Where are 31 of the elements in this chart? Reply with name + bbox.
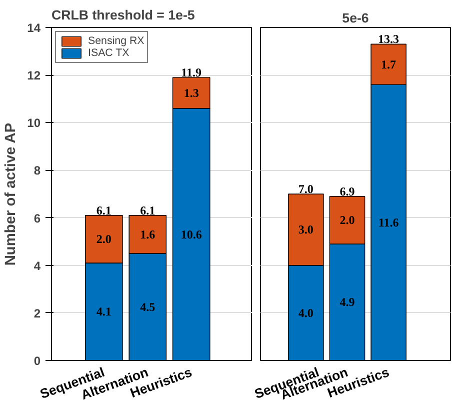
y-tick-label: 14 xyxy=(27,21,41,35)
total-label: 7.0 xyxy=(298,182,314,196)
data-label: 1.7 xyxy=(381,57,396,72)
data-label: 1.6 xyxy=(140,227,156,242)
data-label: 1.3 xyxy=(184,86,199,100)
legend-label: Sensing RX xyxy=(88,35,144,47)
y-tick-label: 10 xyxy=(27,116,41,130)
data-label: 10.6 xyxy=(180,227,202,242)
chart-title: CRLB threshold = 1e-5 xyxy=(52,8,196,22)
total-label: 11.9 xyxy=(181,65,202,80)
chart-title: 5e-6 xyxy=(342,10,369,26)
y-tick-label: 12 xyxy=(27,68,41,83)
total-label: 6.1 xyxy=(96,203,112,218)
data-label: 4.1 xyxy=(96,304,112,319)
y-tick-label: 2 xyxy=(34,306,41,320)
data-label: 3.0 xyxy=(298,222,314,237)
data-label: 11.6 xyxy=(378,216,399,230)
data-label: 4.0 xyxy=(298,306,314,320)
y-axis-title: Number of active AP xyxy=(3,122,20,266)
data-label: 4.5 xyxy=(140,300,156,314)
total-label: 13.3 xyxy=(378,32,400,46)
data-label: 2.0 xyxy=(340,213,355,228)
data-label: 2.0 xyxy=(96,232,112,246)
y-tick-label: 8 xyxy=(34,164,41,178)
total-label: 6.9 xyxy=(340,184,355,198)
y-tick-label: 0 xyxy=(34,354,41,368)
y-tick-label: 4 xyxy=(34,258,41,273)
data-label: 4.9 xyxy=(340,295,355,310)
y-tick-label: 6 xyxy=(34,211,41,226)
total-label: 6.1 xyxy=(140,203,156,218)
legend-label: ISAC TX xyxy=(88,47,130,59)
